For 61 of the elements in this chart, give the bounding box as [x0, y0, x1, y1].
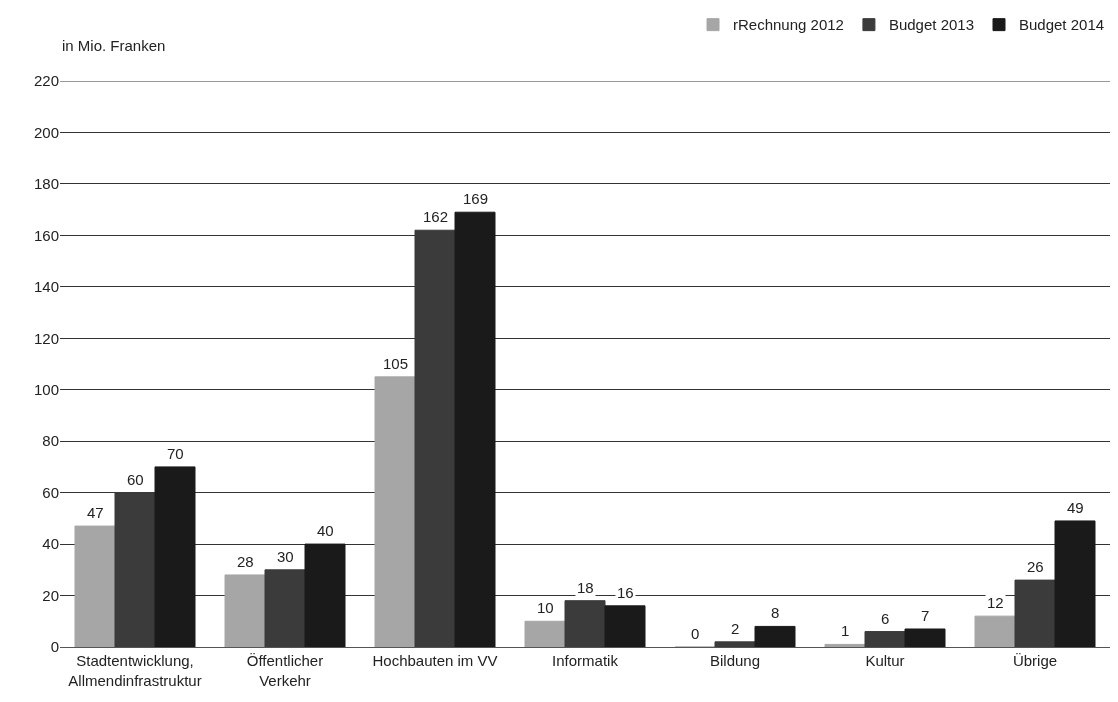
data-label: 8 — [771, 604, 780, 621]
x-tick-label: Öffentlicher Verkehr — [246, 652, 324, 689]
data-label: 6 — [881, 610, 890, 627]
legend-label: Budget 2014 — [1019, 16, 1105, 34]
data-label: 26 — [1027, 558, 1044, 575]
data-label: 7 — [921, 607, 930, 624]
data-label: 10 — [537, 599, 554, 616]
y-tick-label: 200 — [33, 123, 59, 141]
y-tick-label: 100 — [33, 380, 59, 398]
bar — [564, 600, 606, 647]
bar — [524, 620, 566, 647]
y-tick-label: 140 — [33, 278, 59, 296]
y-tick-label: 0 — [50, 638, 59, 656]
y-tick-label: 220 — [33, 72, 59, 90]
bar — [264, 569, 306, 647]
y-tick-label: 40 — [42, 535, 59, 553]
data-label: 0 — [691, 625, 700, 642]
data-label: 16 — [617, 584, 634, 601]
legend-label: Budget 2013 — [888, 16, 974, 34]
data-label: 47 — [87, 504, 104, 521]
x-tick-label: Übrige — [1012, 652, 1058, 669]
data-label: 40 — [317, 522, 334, 539]
x-tick-label: Stadtentwicklung, Allmendinfrastruktur — [68, 652, 202, 689]
legend-label: rRechnung 2012 — [733, 16, 844, 34]
bar — [714, 641, 756, 647]
y-tick-label: 160 — [33, 226, 59, 244]
bar — [454, 211, 496, 647]
x-tick-label: Kultur — [865, 652, 905, 669]
bar — [74, 525, 116, 647]
bar — [864, 631, 906, 647]
bar — [374, 376, 416, 647]
data-label: 169 — [463, 190, 489, 207]
data-label: 28 — [237, 553, 254, 570]
x-tick-label: Informatik — [552, 652, 619, 669]
y-tick-label: 80 — [42, 432, 59, 450]
data-label: 30 — [277, 548, 294, 565]
data-label: 70 — [167, 445, 184, 462]
bar — [1054, 520, 1096, 647]
data-label: 60 — [127, 471, 144, 488]
y-tick-label: 20 — [42, 586, 59, 604]
data-label: 162 — [423, 208, 449, 225]
bar — [304, 543, 346, 647]
data-label: 18 — [577, 579, 594, 596]
bar — [224, 574, 266, 647]
y-axis-title: in Mio. Franken — [62, 37, 166, 54]
bar — [904, 628, 946, 647]
y-tick-label: 120 — [33, 329, 59, 347]
bar — [154, 466, 196, 647]
data-label: 12 — [987, 594, 1004, 611]
bar — [604, 605, 646, 647]
y-tick-label: 180 — [33, 175, 59, 193]
y-tick-label: 60 — [42, 483, 59, 501]
bar — [754, 625, 796, 647]
bar — [824, 643, 866, 647]
data-label: 49 — [1067, 499, 1084, 516]
x-tick-label: Hochbauten im VV — [372, 652, 498, 669]
data-label: 105 — [383, 355, 409, 372]
data-label: 2 — [731, 620, 740, 637]
x-tick-label: Bildung — [709, 652, 761, 669]
data-label: 1 — [841, 622, 850, 639]
bar — [974, 615, 1016, 647]
